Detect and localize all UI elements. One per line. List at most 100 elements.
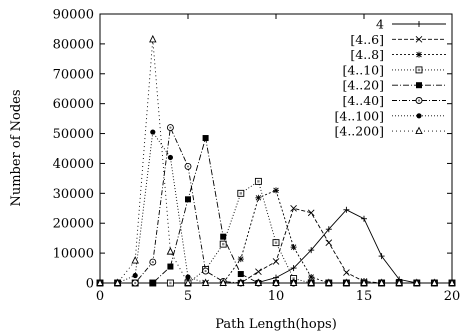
data-point	[237, 278, 245, 286]
x-tick-label: 0	[96, 289, 104, 304]
series-line	[100, 180, 452, 284]
legend-marker	[415, 66, 423, 74]
legend-entry: 4	[376, 17, 446, 32]
series-8	[96, 34, 456, 286]
data-point	[289, 278, 298, 286]
data-point	[343, 269, 350, 276]
data-point	[343, 206, 350, 213]
y-tick-label: 70000	[53, 67, 94, 82]
y-tick-label: 40000	[53, 157, 94, 172]
data-point	[132, 272, 138, 279]
y-tick-label: 90000	[53, 8, 94, 23]
y-tick-label: 20000	[53, 217, 94, 232]
data-point	[166, 279, 174, 287]
data-point	[290, 244, 297, 251]
legend-label: [4..200]	[334, 124, 384, 139]
series-line	[100, 39, 452, 284]
data-point	[377, 278, 386, 286]
x-tick-label: 20	[444, 289, 461, 304]
data-point	[201, 278, 210, 286]
y-tick-label: 80000	[53, 37, 94, 52]
legend-marker	[415, 35, 423, 43]
data-point	[185, 274, 191, 280]
data-point	[342, 278, 351, 286]
data-point	[430, 278, 439, 286]
data-point	[166, 247, 175, 255]
data-point	[273, 187, 279, 194]
legend-marker	[415, 97, 423, 104]
x-tick-label: 10	[268, 289, 285, 304]
data-point	[237, 189, 245, 197]
legend-label: [4..6]	[350, 32, 384, 47]
legend-label: [4..8]	[350, 47, 384, 62]
series-line	[100, 189, 452, 284]
data-point	[113, 278, 122, 286]
data-point	[448, 278, 456, 286]
legend-label: [4..40]	[342, 93, 384, 108]
data-point	[131, 256, 139, 264]
data-point	[166, 124, 174, 132]
data-point	[360, 278, 368, 286]
data-point	[167, 263, 174, 270]
data-point	[378, 253, 385, 260]
legend-entry: [4..40]	[342, 93, 446, 108]
legend-marker	[416, 113, 422, 119]
x-tick-label: 5	[184, 289, 192, 304]
data-point	[220, 233, 227, 240]
legend-marker	[416, 21, 422, 27]
legend-label: [4..100]	[334, 108, 384, 123]
data-point	[308, 247, 315, 254]
data-point	[185, 196, 191, 203]
y-tick-label: 60000	[53, 97, 94, 112]
data-point	[149, 258, 157, 266]
y-tick-label: 30000	[53, 187, 94, 202]
legend: 4[4..6][4..8][4..10][4..20][4..40][4..10…	[334, 17, 446, 139]
data-point	[255, 194, 262, 201]
data-point	[96, 278, 104, 286]
data-point	[255, 268, 262, 275]
data-point	[150, 129, 156, 135]
legend-entry: [4..200]	[334, 124, 446, 139]
data-point	[272, 278, 280, 286]
data-point	[254, 278, 263, 286]
legend-label: [4..10]	[342, 62, 384, 77]
data-point	[149, 280, 156, 286]
series-4	[96, 177, 456, 287]
series-1	[97, 206, 455, 286]
y-tick-label: 50000	[53, 127, 94, 142]
legend-entry: [4..100]	[334, 108, 446, 123]
y-tick-label: 10000	[53, 247, 94, 262]
data-point	[325, 278, 333, 286]
data-point	[272, 258, 280, 265]
series-layer	[96, 34, 456, 287]
data-point	[219, 240, 227, 248]
data-point	[272, 239, 280, 247]
data-point	[219, 278, 227, 286]
data-point	[167, 154, 173, 161]
x-axis-label: Path Length(hops)	[215, 317, 337, 332]
data-point	[149, 34, 157, 43]
legend-entry: [4..10]	[342, 62, 446, 77]
legend-entry: [4..20]	[342, 78, 446, 93]
data-point	[325, 239, 333, 246]
data-point	[290, 265, 297, 272]
data-point	[325, 226, 332, 233]
legend-entry: [4..8]	[350, 47, 446, 62]
data-point	[184, 278, 192, 286]
legend-label: [4..20]	[342, 78, 384, 93]
legend-marker	[416, 82, 422, 89]
data-point	[184, 162, 192, 170]
series-3	[97, 187, 455, 286]
data-point	[361, 215, 367, 222]
data-point	[237, 271, 244, 278]
data-point	[254, 177, 262, 185]
legend-entry: [4..6]	[350, 32, 446, 47]
legend-marker	[416, 51, 422, 58]
y-tick-label: 0	[86, 277, 94, 292]
series-line	[100, 209, 452, 284]
data-point	[290, 204, 297, 212]
data-point	[202, 135, 209, 142]
data-point	[307, 209, 315, 217]
